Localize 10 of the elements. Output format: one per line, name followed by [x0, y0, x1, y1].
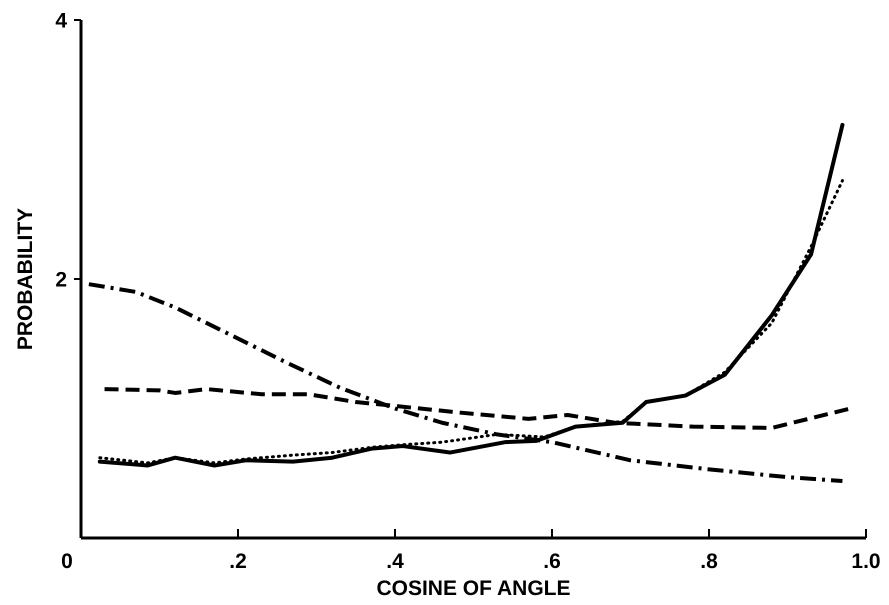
y-axis-title: PROBABILITY: [14, 208, 37, 350]
x-tick-label: 1.0: [851, 550, 881, 573]
x-tick-label: .8: [700, 550, 718, 573]
x-tick-label: .6: [543, 550, 561, 573]
x-tick-label: .4: [386, 550, 404, 573]
x-tick-label: .2: [229, 550, 247, 573]
x-axis-title: COSINE OF ANGLE: [376, 577, 571, 600]
x-tick-label: 0: [61, 550, 73, 573]
y-tick-label: 4: [55, 9, 68, 32]
y-tick-label: 2: [55, 268, 67, 292]
